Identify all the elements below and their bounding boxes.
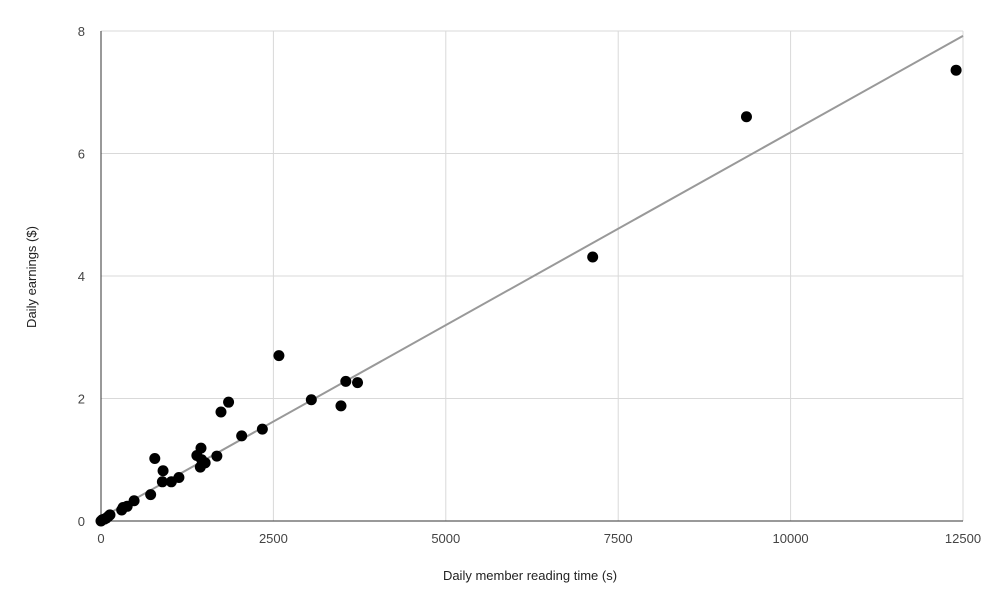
x-tick-label: 5000 (431, 531, 460, 546)
trendline-group (100, 35, 964, 519)
y-tick-label: 6 (78, 147, 85, 162)
data-point[interactable] (950, 64, 962, 76)
tick-labels: 0 2 4 6 8 0 2500 5000 7500 10000 12500 (78, 24, 981, 546)
data-point[interactable] (273, 350, 285, 362)
data-point[interactable] (149, 453, 161, 465)
x-tick-label: 12500 (945, 531, 981, 546)
data-point[interactable] (740, 111, 752, 123)
data-point[interactable] (223, 396, 235, 408)
data-point[interactable] (104, 509, 116, 521)
data-point[interactable] (305, 394, 317, 406)
x-tick-label: 0 (97, 531, 104, 546)
data-point[interactable] (157, 465, 169, 477)
data-point[interactable] (195, 442, 207, 454)
x-tick-label: 10000 (773, 531, 809, 546)
data-point[interactable] (145, 489, 157, 501)
data-point[interactable] (156, 476, 168, 488)
data-point[interactable] (352, 377, 364, 389)
data-point[interactable] (256, 423, 268, 435)
data-point[interactable] (340, 375, 352, 387)
axes (100, 31, 963, 522)
y-tick-label: 2 (78, 392, 85, 407)
y-tick-label: 0 (78, 514, 85, 529)
x-axis-title: Daily member reading time (s) (443, 568, 617, 583)
data-point[interactable] (128, 495, 140, 507)
x-tick-label: 7500 (604, 531, 633, 546)
x-tick-label: 2500 (259, 531, 288, 546)
data-point[interactable] (199, 457, 211, 469)
data-point[interactable] (211, 450, 223, 462)
trendline (100, 35, 964, 519)
data-point[interactable] (335, 400, 347, 412)
data-points (95, 64, 962, 527)
grid-lines (101, 30, 964, 521)
data-point[interactable] (236, 430, 248, 442)
data-point[interactable] (587, 251, 599, 263)
y-tick-label: 8 (78, 24, 85, 39)
data-point[interactable] (173, 472, 185, 484)
y-axis-title: Daily earnings ($) (24, 226, 39, 328)
data-point[interactable] (215, 406, 227, 418)
y-tick-label: 4 (78, 269, 85, 284)
